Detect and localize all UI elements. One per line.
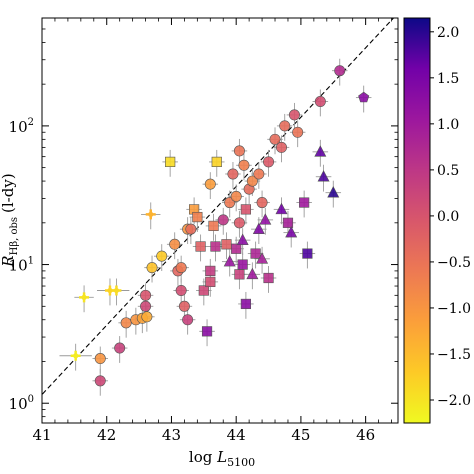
data-point-square <box>263 272 274 284</box>
data-point-circle <box>178 300 190 312</box>
data-point-circle <box>114 342 126 354</box>
data-point-circle <box>217 214 229 226</box>
colorbar-tick-label: 0.5 <box>437 163 459 179</box>
data-point-circle <box>94 353 106 365</box>
data-point-square <box>195 241 206 252</box>
data-point-square <box>250 248 261 259</box>
data-point-triangle <box>285 225 298 238</box>
data-point-circle <box>175 262 187 274</box>
data-point-circle <box>233 217 245 229</box>
data-point-square <box>237 259 248 270</box>
data-point-triangle <box>246 267 259 280</box>
x-tick-label: 43 <box>162 426 181 444</box>
x-tick-label: 46 <box>356 426 375 444</box>
x-tick-label: 44 <box>227 426 246 444</box>
data-point-square <box>205 265 216 277</box>
data-point-circle <box>120 317 132 329</box>
x-tick-label: 41 <box>32 426 51 444</box>
data-point-triangle <box>252 222 265 234</box>
data-point-circle <box>233 145 245 157</box>
data-point-plus-core <box>81 294 87 300</box>
data-point-square <box>208 220 219 232</box>
data-point-circle <box>140 289 152 301</box>
data-point-circle <box>246 175 258 187</box>
data-point-circle <box>269 133 281 145</box>
data-point-circle <box>141 311 153 323</box>
data-point-plus-core <box>113 287 120 294</box>
plot-layer <box>42 18 395 396</box>
data-point-square <box>165 156 176 167</box>
data-point-square <box>240 204 251 215</box>
data-point-triangle <box>317 170 330 182</box>
data-point-circle <box>238 159 250 171</box>
data-point-circle <box>263 156 275 168</box>
data-point-square <box>302 248 313 259</box>
data-point-plus-core <box>73 353 79 359</box>
x-axis-title: log L5100 <box>189 448 255 469</box>
data-point-circle <box>175 284 187 296</box>
colorbar-tick-label: 1.0 <box>437 117 459 133</box>
data-point-circle <box>314 95 326 107</box>
data-point-triangle <box>275 202 288 215</box>
data-point-circle <box>256 197 268 209</box>
data-point-triangle <box>259 213 272 225</box>
data-point-triangle <box>223 254 236 267</box>
colorbar-ticks <box>430 31 434 401</box>
data-point-pentagon <box>358 91 370 103</box>
y-tick-label-10: 101 <box>9 256 34 275</box>
data-point-circle <box>230 190 242 202</box>
data-point-circle <box>140 300 152 312</box>
data-point-square <box>210 241 221 252</box>
data-point-circle <box>169 238 181 250</box>
colorbar-tick-label: −1.5 <box>437 347 471 363</box>
y-axis-title: RHβ, obs(l-dy) <box>0 173 20 267</box>
data-point-square <box>221 239 232 250</box>
colorbar-tick-label: −2.0 <box>437 393 471 409</box>
colorbar-tick-label: 2.0 <box>437 25 459 41</box>
data-point-square <box>231 243 242 254</box>
data-point-circle <box>182 314 194 326</box>
data-markers <box>70 65 370 387</box>
data-point-circle <box>185 223 197 235</box>
data-point-square <box>299 197 310 208</box>
colorbar-tick-label: −1.0 <box>437 301 471 317</box>
y-tick-label-1: 100 <box>9 394 34 413</box>
data-point-circle <box>204 178 216 190</box>
data-point-circle <box>253 168 265 180</box>
data-point-square <box>201 326 213 337</box>
colorbar-tick-label: −0.5 <box>437 255 471 271</box>
data-point-circle <box>279 120 291 132</box>
data-point-square <box>282 217 294 228</box>
data-point-circle <box>292 126 304 138</box>
data-point-square <box>240 298 251 310</box>
data-point-circle <box>94 375 106 387</box>
data-point-triangle <box>327 186 340 198</box>
data-point-circle <box>334 65 346 77</box>
data-point-square <box>234 269 245 280</box>
colorbar-tick-label: 0.0 <box>437 209 459 225</box>
data-point-circle <box>227 168 239 180</box>
data-point-square <box>205 276 216 287</box>
x-tick-label: 45 <box>291 426 310 444</box>
data-point-triangle <box>256 252 269 264</box>
data-point-circle <box>156 250 168 262</box>
data-point-plus-core <box>107 287 113 294</box>
data-point-circle <box>146 262 158 274</box>
data-point-square <box>192 211 203 223</box>
x-tick-label: 42 <box>97 426 116 444</box>
data-point-plus-core <box>148 211 154 218</box>
data-point-circle <box>288 109 300 121</box>
data-point-circle <box>275 141 287 153</box>
colorbar <box>403 17 431 424</box>
y-tick-label-100: 102 <box>9 117 34 136</box>
data-point-square <box>211 156 222 167</box>
data-point-triangle <box>314 145 327 157</box>
data-point-triangle <box>236 233 249 245</box>
data-point-square <box>198 285 209 296</box>
colorbar-tick-label: 1.5 <box>437 71 459 87</box>
one-to-one-reference-line <box>42 18 395 396</box>
axis-ticks <box>41 17 398 423</box>
